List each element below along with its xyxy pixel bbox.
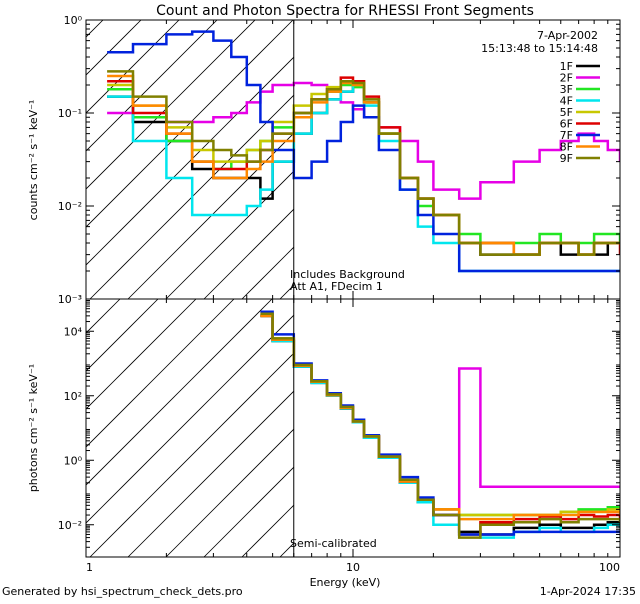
x-tick-label: 100 [599,561,620,574]
counts-hatch-line [356,20,635,299]
chart-title: Count and Photon Spectra for RHESSI Fron… [156,3,534,19]
photons-series-1f [260,314,620,536]
legend-label-2f: 2F [560,72,573,85]
legend-label-6f: 6F [560,118,573,131]
hatch-region-bottom [86,299,294,557]
counts-hatch-line [86,20,104,38]
counts-hatch-line [203,208,294,299]
photons-series-4f [260,314,620,539]
legend-label-9f: 9F [560,152,573,165]
photons-series-6f [260,314,620,536]
counts-series-9f [107,70,620,256]
counts-y-tick-label: 10⁻² [58,200,82,213]
x-tick-label: 10 [346,561,360,574]
photons-hatch-line [86,299,273,486]
photons-hatch-line [241,504,294,557]
counts-y-tick-label: 10⁰ [64,14,83,27]
photons-hatch-line [86,299,197,410]
legend-label-3f: 3F [560,83,573,96]
counts-hatch-line [241,246,294,299]
legend-label-5f: 5F [560,106,573,119]
counts-y-tick-label: 10⁻³ [58,293,82,306]
photons-hatch-line [127,390,294,557]
counts-series-group [107,30,620,273]
counts-y-axis-label: counts cm⁻² s⁻¹ keV⁻¹ [27,100,40,221]
photons-y-axis-label: photons cm⁻² s⁻¹ keV⁻¹ [27,364,40,492]
legend-label-7f: 7F [560,129,573,142]
counts-series-8f [107,74,620,256]
counts-series-7f [107,30,620,273]
photons-y-tick-label: 10⁴ [64,325,83,338]
photons-hatch-line [89,352,294,557]
photons-hatch-line [86,299,235,448]
photons-series-5f [260,314,620,517]
timestamp-footer: 1-Apr-2024 17:35 [540,585,636,598]
photons-y-tick-label: 10² [64,390,82,403]
counts-hatch-line [86,20,218,152]
counts-hatch-line [86,20,180,114]
counts-hatch-line [279,284,294,299]
counts-hatch-line [318,20,597,299]
counts-hatch-line [86,20,142,76]
photons-hatch-line [165,428,294,557]
semi-calibrated-annotation: Semi-calibrated [290,537,377,550]
attenuator-annotation: Att A1, FDecim 1 [290,280,383,293]
counts-hatch-line [127,132,294,299]
photons-series-7f [260,310,620,536]
counts-y-tick-label: 10⁻¹ [58,107,82,120]
counts-hatch-line [165,170,294,299]
photons-axis-ticks: 10⁻² 10⁰ 10² 10⁴ 1 10 100 [58,299,621,574]
legend-label-1f: 1F [560,60,573,73]
date-label: 7-Apr-2002 [537,29,598,42]
counts-hatch-line [89,94,294,299]
photons-series-2f [260,314,620,511]
generated-by-footer: Generated by hsi_spectrum_check_dets.pro [2,585,243,598]
counts-hatch-line [86,20,294,228]
photons-series-group [260,310,620,539]
photons-series-3f [260,314,620,517]
time-range-label: 15:13:48 to 15:14:48 [481,42,598,55]
photons-hatch-line [203,466,294,557]
background-annotation: Includes Background [290,268,405,281]
legend-label-8f: 8F [560,141,573,154]
photons-hatch-line [86,314,294,524]
photons-y-tick-label: 10⁰ [64,454,83,467]
photons-series-9f [260,312,620,539]
photons-series-8f [260,314,620,521]
counts-axis-ticks: 10⁻³ 10⁻² 10⁻¹ 10⁰ [58,14,621,306]
x-tick-label: 1 [86,561,93,574]
legend-label-4f: 4F [560,95,573,108]
x-axis-label: Energy (keV) [310,576,381,589]
photons-hatch-line [86,299,159,372]
photons-y-tick-label: 10⁻² [58,519,82,532]
counts-hatch-line [86,20,256,190]
